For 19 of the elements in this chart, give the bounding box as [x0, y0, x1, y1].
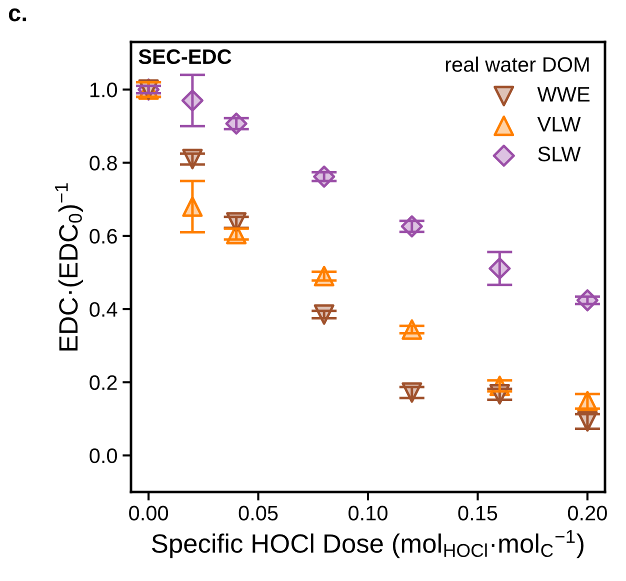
legend-label: SLW [538, 146, 581, 162]
y-tick-label: 0.4 [90, 302, 118, 317]
x-tick-label: 0.10 [348, 506, 388, 520]
legend-title: real water DOM [446, 56, 589, 72]
x-tick-label: 0.00 [129, 506, 168, 520]
y-tick-label: 0.0 [90, 448, 117, 464]
x-tick-label: 0.05 [238, 506, 278, 520]
y-tick-label: 0.2 [90, 375, 117, 390]
legend-label: VLW [537, 117, 581, 132]
y-tick-label: 0.8 [90, 156, 117, 170]
x-axis-title: Specific HOCl Dose (mol$_{HOCl}$·mol$_{C}$$^{−1}$) [152, 530, 584, 558]
x-tick-label: 0.20 [568, 506, 607, 520]
legend-label: WWE [537, 87, 590, 102]
y-axis-title: EDC·(EDC$_{0}$)$^{−1}$ [55, 183, 83, 350]
annotation: SEC-EDC [138, 49, 232, 64]
y-tick-label: 1.0 [90, 82, 117, 98]
x-tick-label: 0.15 [458, 506, 498, 520]
text: c. [8, 8, 26, 22]
y-tick-label: 0.6 [90, 228, 117, 244]
